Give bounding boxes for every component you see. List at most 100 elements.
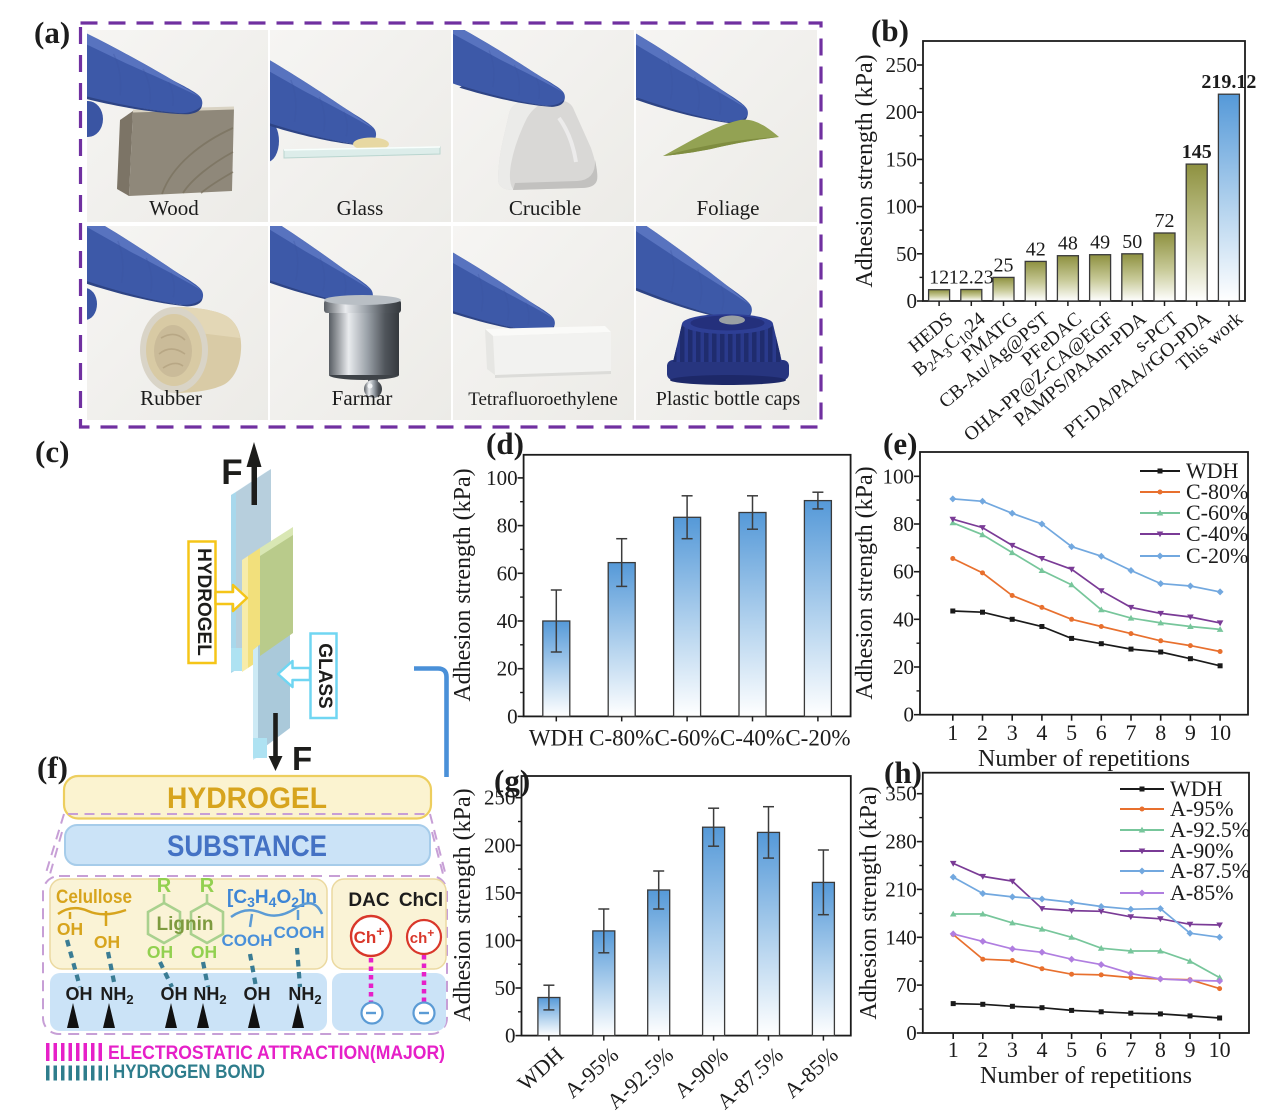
svg-text:A-87.5%: A-87.5% — [1170, 858, 1250, 883]
svg-text:60: 60 — [497, 561, 518, 585]
svg-text:4: 4 — [1037, 1037, 1048, 1062]
svg-text:72: 72 — [1155, 210, 1175, 232]
svg-text:Farmar: Farmar — [332, 386, 393, 410]
svg-text:OH: OH — [161, 984, 188, 1004]
svg-text:OH: OH — [147, 942, 173, 962]
svg-text:Tetrafluoroethylene: Tetrafluoroethylene — [468, 389, 618, 410]
svg-text:12: 12 — [929, 267, 949, 289]
svg-text:9: 9 — [1185, 720, 1196, 745]
svg-text:0: 0 — [505, 1024, 516, 1048]
svg-text:C-80%: C-80% — [1186, 479, 1248, 504]
svg-text:48: 48 — [1058, 233, 1078, 255]
svg-text:20: 20 — [497, 657, 518, 681]
svg-text:Number of repetitions: Number of repetitions — [978, 746, 1190, 772]
svg-text:10: 10 — [1209, 1037, 1231, 1062]
svg-text:25: 25 — [994, 254, 1014, 276]
svg-text:100: 100 — [883, 464, 915, 488]
svg-text:50: 50 — [896, 242, 917, 266]
svg-text:(f): (f) — [37, 750, 68, 785]
svg-text:(g): (g) — [494, 763, 530, 798]
svg-text:10: 10 — [1209, 720, 1231, 745]
svg-text:HYDROGEL: HYDROGEL — [193, 548, 214, 656]
svg-text:(d): (d) — [486, 426, 524, 461]
svg-text:Adhesion strength (kPa): Adhesion strength (kPa) — [852, 466, 878, 699]
svg-text:C-40%: C-40% — [1186, 521, 1248, 546]
svg-text:NH2: NH2 — [193, 984, 226, 1007]
svg-text:2: 2 — [977, 1037, 988, 1062]
svg-text:4: 4 — [1036, 720, 1047, 745]
svg-text:6: 6 — [1096, 720, 1107, 745]
svg-text:Wood: Wood — [149, 196, 199, 220]
svg-text:219.12: 219.12 — [1201, 71, 1256, 93]
svg-text:140: 140 — [885, 925, 917, 949]
svg-text:(c): (c) — [35, 434, 69, 469]
svg-text:COOH: COOH — [222, 931, 273, 950]
svg-text:OH: OH — [244, 984, 271, 1004]
svg-text:Adhesion strength (kPa): Adhesion strength (kPa) — [852, 54, 878, 287]
svg-text:80: 80 — [893, 512, 914, 536]
svg-text:40: 40 — [893, 607, 914, 631]
svg-text:HYDROGEL: HYDROGEL — [167, 782, 327, 815]
svg-text:100: 100 — [486, 466, 518, 490]
svg-text:145: 145 — [1182, 141, 1212, 163]
svg-text:C-60%: C-60% — [1186, 500, 1248, 525]
svg-text:F: F — [221, 453, 242, 492]
svg-text:WDH: WDH — [513, 1042, 569, 1096]
svg-text:Lignin: Lignin — [157, 914, 214, 935]
svg-text:100: 100 — [886, 195, 918, 219]
svg-text:250: 250 — [886, 53, 918, 77]
svg-text:F: F — [292, 740, 312, 777]
svg-text:A-95%: A-95% — [1170, 796, 1234, 821]
svg-text:SUBSTANCE: SUBSTANCE — [167, 830, 327, 863]
svg-text:Plastic bottle caps: Plastic bottle caps — [656, 388, 801, 410]
svg-text:Number of repetitions: Number of repetitions — [980, 1063, 1192, 1089]
svg-text:60: 60 — [893, 560, 914, 584]
svg-text:20: 20 — [893, 655, 914, 679]
svg-text:Celullose: Celullose — [56, 887, 132, 908]
svg-text:WDH: WDH — [1186, 458, 1239, 483]
svg-text:5: 5 — [1066, 720, 1077, 745]
svg-text:COOH: COOH — [274, 923, 325, 942]
svg-text:150: 150 — [484, 881, 516, 905]
svg-text:HYDROGEN BOND: HYDROGEN BOND — [113, 1062, 265, 1083]
svg-text:Rubber: Rubber — [140, 386, 202, 410]
svg-text:350: 350 — [885, 782, 917, 806]
svg-text:8: 8 — [1155, 720, 1166, 745]
svg-text:42: 42 — [1026, 238, 1046, 260]
svg-text:7: 7 — [1125, 1037, 1136, 1062]
svg-text:(e): (e) — [883, 426, 917, 461]
svg-text:R: R — [200, 875, 215, 897]
svg-text:150: 150 — [886, 147, 918, 171]
svg-text:(h): (h) — [884, 755, 922, 790]
svg-text:80: 80 — [497, 514, 518, 538]
svg-text:0: 0 — [904, 703, 915, 727]
svg-text:(a): (a) — [34, 15, 70, 50]
svg-text:C-60%: C-60% — [655, 725, 720, 750]
svg-text:C-40%: C-40% — [720, 725, 785, 750]
svg-text:50: 50 — [1122, 231, 1142, 253]
svg-text:GLASS: GLASS — [314, 643, 335, 708]
svg-text:A-92.5%: A-92.5% — [1170, 817, 1250, 842]
svg-text:8: 8 — [1155, 1037, 1166, 1062]
svg-text:0: 0 — [906, 1021, 917, 1045]
svg-text:ELECTROSTATIC ATTRACTION(MAJOR: ELECTROSTATIC ATTRACTION(MAJOR) — [108, 1043, 445, 1064]
svg-text:280: 280 — [885, 830, 917, 854]
svg-text:70: 70 — [896, 973, 917, 997]
svg-text:OH: OH — [66, 984, 93, 1004]
svg-text:50: 50 — [495, 976, 516, 1000]
svg-text:Adhesion strength (kPa): Adhesion strength (kPa) — [856, 786, 882, 1019]
svg-text:250: 250 — [484, 786, 516, 810]
svg-text:OH: OH — [191, 942, 217, 962]
svg-text:Foliage: Foliage — [697, 196, 760, 220]
svg-text:1: 1 — [947, 720, 958, 745]
svg-text:1: 1 — [948, 1037, 959, 1062]
svg-text:3: 3 — [1007, 1037, 1018, 1062]
svg-text:49: 49 — [1090, 232, 1110, 254]
svg-text:2: 2 — [977, 720, 988, 745]
svg-text:A-85%: A-85% — [1170, 880, 1234, 905]
svg-text:0: 0 — [907, 289, 918, 313]
svg-text:DAC: DAC — [348, 890, 389, 911]
svg-text:A-85%: A-85% — [779, 1042, 843, 1103]
svg-text:200: 200 — [484, 833, 516, 857]
svg-text:(b): (b) — [871, 13, 909, 48]
